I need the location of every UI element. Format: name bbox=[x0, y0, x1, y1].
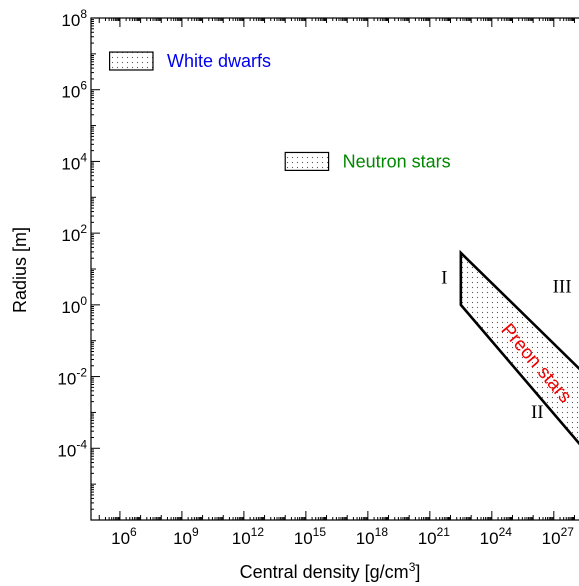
regions bbox=[108, 51, 579, 446]
y-tick-label: 104 bbox=[61, 150, 87, 173]
y-tick-label: 108 bbox=[61, 7, 87, 30]
x-tick-label: 109 bbox=[173, 525, 199, 548]
region-box bbox=[284, 151, 330, 171]
x-tick-labels: 106 109 1012 1015 1018 1021 1024 1027 bbox=[111, 525, 574, 548]
y-tick-label: 102 bbox=[61, 222, 87, 245]
preon-stars-region bbox=[459, 249, 579, 446]
x-tick-label: 1015 bbox=[294, 525, 327, 548]
boundary-label: I bbox=[441, 267, 447, 288]
plot-frame bbox=[90, 17, 579, 521]
y-axis-label: Radius [m] bbox=[10, 227, 30, 313]
region-label: White dwarfs bbox=[167, 51, 271, 71]
y-tick-label: 106 bbox=[61, 79, 87, 102]
x-tick-label: 106 bbox=[111, 525, 137, 548]
y-tick-label: 10-2 bbox=[57, 366, 87, 389]
x-tick-label: 1018 bbox=[356, 525, 389, 548]
region-box bbox=[108, 51, 154, 71]
x-tick-label: 1021 bbox=[418, 525, 451, 548]
x-axis-label: Central density [g/cm3] bbox=[240, 560, 421, 582]
boundary-label: II bbox=[531, 402, 544, 423]
axis-ticks bbox=[91, 17, 575, 521]
x-tick-label: 1024 bbox=[480, 525, 513, 548]
boundary-label: III bbox=[553, 276, 572, 297]
y-tick-label: 10-4 bbox=[57, 437, 87, 460]
y-tick-label: 100 bbox=[61, 294, 87, 317]
x-tick-label: 1027 bbox=[542, 525, 575, 548]
region-label: Neutron stars bbox=[343, 151, 451, 171]
y-tick-labels: 108 106 104 102 100 10-2 10-4 bbox=[57, 7, 87, 460]
x-tick-label: 1012 bbox=[232, 525, 265, 548]
